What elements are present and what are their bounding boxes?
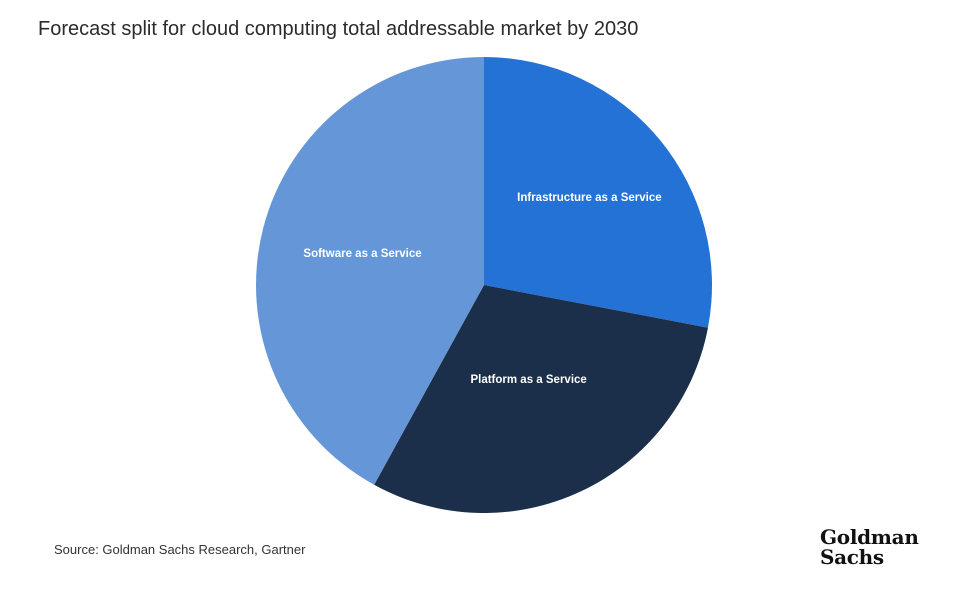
logo-line-1: Goldman [820,525,919,549]
slice-label: Platform as a Service [470,374,586,386]
slice-label: Infrastructure as a Service [517,192,661,204]
pie-slice-software-as-a-service [256,57,484,485]
chart-title: Forecast split for cloud computing total… [38,18,639,40]
source-note: Source: Goldman Sachs Research, Gartner [54,542,306,557]
pie-slice-infrastructure-as-a-service [484,57,712,328]
goldman-sachs-logo: Goldman Sachs [820,527,919,567]
logo-line-2: Sachs [820,545,884,569]
pie-slice-platform-as-a-service [374,285,708,513]
slice-label: Software as a Service [303,248,421,260]
